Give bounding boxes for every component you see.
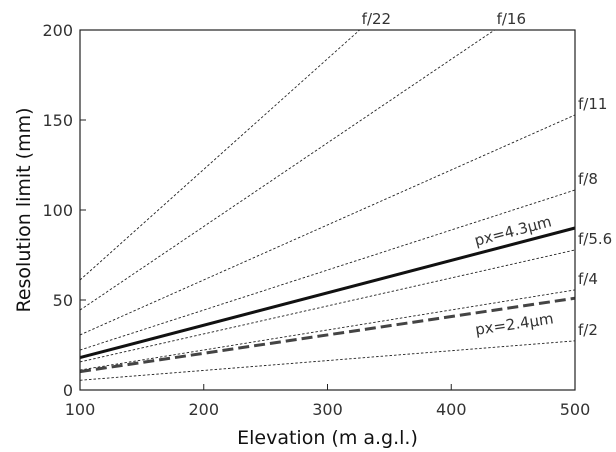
y-tick-label: 150 xyxy=(42,111,73,130)
series-label: f/22 xyxy=(362,10,391,28)
x-tick-label: 500 xyxy=(560,400,591,419)
y-tick-label: 0 xyxy=(63,381,73,400)
series-line xyxy=(79,340,576,381)
series-label: f/16 xyxy=(497,10,526,28)
series-line xyxy=(79,226,576,360)
series-line xyxy=(79,189,576,351)
series-line xyxy=(79,296,576,374)
series-label: f/11 xyxy=(578,95,607,113)
y-tick-label: 200 xyxy=(42,21,73,40)
x-tick-label: 200 xyxy=(188,400,219,419)
series-line xyxy=(79,114,576,336)
y-axis-title: Resolution limit (mm) xyxy=(13,108,35,313)
series-line xyxy=(79,249,576,363)
series-label: px=2.4μm xyxy=(474,309,555,338)
series-label: f/2 xyxy=(578,321,598,339)
ticks-layer: 100 200 300 400 500 0 50 100 150 200 xyxy=(42,21,590,419)
x-axis-title: Elevation (m a.g.l.) xyxy=(237,427,418,449)
series-layer xyxy=(79,29,576,381)
x-tick-label: 400 xyxy=(436,400,467,419)
series-line xyxy=(79,29,360,281)
series-line xyxy=(79,29,495,311)
series-label: f/8 xyxy=(578,170,598,188)
series-label: f/4 xyxy=(578,270,598,288)
x-tick-label: 100 xyxy=(65,400,96,419)
y-tick-label: 50 xyxy=(53,291,73,310)
x-tick-label: 300 xyxy=(312,400,343,419)
y-tick-label: 100 xyxy=(42,201,73,220)
series-label: f/5.6 xyxy=(578,230,612,248)
